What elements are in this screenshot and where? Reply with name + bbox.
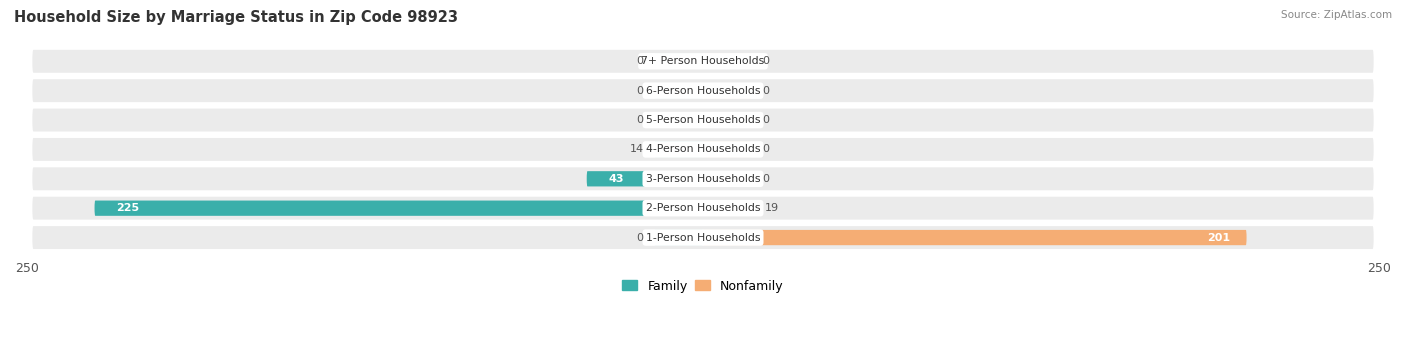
Text: 14: 14: [630, 144, 644, 154]
FancyBboxPatch shape: [32, 167, 1374, 190]
Text: 6-Person Households: 6-Person Households: [645, 86, 761, 96]
Text: Household Size by Marriage Status in Zip Code 98923: Household Size by Marriage Status in Zip…: [14, 10, 458, 25]
Text: 1-Person Households: 1-Person Households: [645, 233, 761, 242]
Text: 201: 201: [1208, 233, 1230, 242]
Text: 0: 0: [762, 86, 769, 96]
Text: 4-Person Households: 4-Person Households: [645, 144, 761, 154]
FancyBboxPatch shape: [32, 226, 1374, 249]
FancyBboxPatch shape: [703, 83, 752, 98]
FancyBboxPatch shape: [654, 113, 703, 128]
Text: Source: ZipAtlas.com: Source: ZipAtlas.com: [1281, 10, 1392, 20]
Text: 0: 0: [762, 144, 769, 154]
Text: 43: 43: [609, 174, 624, 184]
FancyBboxPatch shape: [32, 108, 1374, 132]
Text: 7+ Person Households: 7+ Person Households: [641, 56, 765, 66]
FancyBboxPatch shape: [703, 201, 755, 216]
Text: 0: 0: [762, 115, 769, 125]
Text: 5-Person Households: 5-Person Households: [645, 115, 761, 125]
Text: 3-Person Households: 3-Person Households: [645, 174, 761, 184]
Text: 2-Person Households: 2-Person Households: [645, 203, 761, 213]
Legend: Family, Nonfamily: Family, Nonfamily: [617, 275, 789, 298]
FancyBboxPatch shape: [654, 83, 703, 98]
FancyBboxPatch shape: [586, 171, 703, 186]
FancyBboxPatch shape: [32, 197, 1374, 220]
FancyBboxPatch shape: [703, 230, 1247, 245]
FancyBboxPatch shape: [703, 54, 752, 69]
Text: 19: 19: [765, 203, 779, 213]
FancyBboxPatch shape: [654, 230, 703, 245]
Text: 0: 0: [637, 115, 644, 125]
Text: 0: 0: [637, 56, 644, 66]
FancyBboxPatch shape: [654, 54, 703, 69]
Text: 0: 0: [637, 86, 644, 96]
Text: 225: 225: [117, 203, 139, 213]
FancyBboxPatch shape: [703, 142, 752, 157]
FancyBboxPatch shape: [654, 142, 703, 157]
FancyBboxPatch shape: [703, 113, 752, 128]
Text: 0: 0: [762, 174, 769, 184]
FancyBboxPatch shape: [703, 171, 752, 186]
Text: 0: 0: [637, 233, 644, 242]
FancyBboxPatch shape: [32, 79, 1374, 102]
FancyBboxPatch shape: [32, 138, 1374, 161]
FancyBboxPatch shape: [32, 50, 1374, 73]
Text: 0: 0: [762, 56, 769, 66]
FancyBboxPatch shape: [94, 201, 703, 216]
